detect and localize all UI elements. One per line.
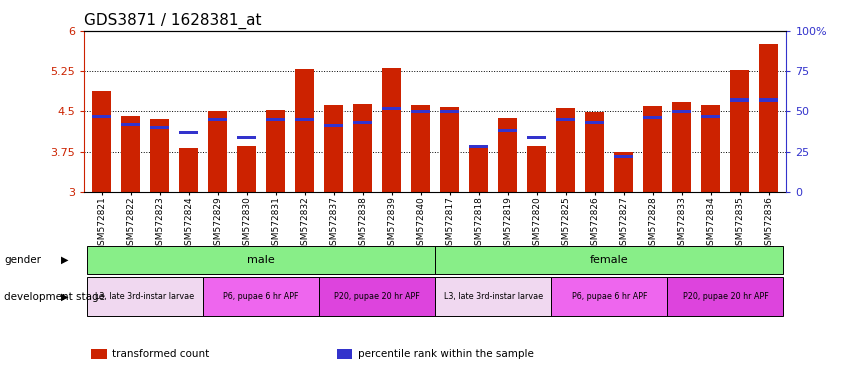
Text: P6, pupae 6 hr APF: P6, pupae 6 hr APF [572,292,647,301]
Bar [436,247,784,274]
Bar [585,113,604,192]
Bar [92,91,111,192]
Bar [150,119,169,192]
Bar [353,121,372,124]
Bar [615,152,633,192]
Text: L3, late 3rd-instar larvae: L3, late 3rd-instar larvae [444,292,542,301]
Bar [701,114,721,118]
Bar [499,118,517,192]
Bar [383,68,401,192]
Bar [87,277,203,316]
Bar [759,44,779,192]
Bar [209,111,227,192]
Bar [325,124,343,127]
Bar [527,136,546,139]
Bar [121,116,140,192]
Text: ▶: ▶ [61,255,68,265]
Bar [353,104,372,192]
Bar [121,122,140,126]
Bar [673,102,691,192]
Bar [615,155,633,158]
Bar [411,110,430,113]
Bar [179,148,198,192]
Bar [295,118,314,121]
Bar [557,118,575,121]
Bar [92,114,111,118]
Bar [383,106,401,110]
Bar [237,136,256,139]
Bar [469,145,488,149]
Bar [319,277,436,316]
Text: ▶: ▶ [61,291,68,302]
Text: transformed count: transformed count [112,349,209,359]
Bar [411,105,430,192]
Text: male: male [247,255,275,265]
Bar [668,277,784,316]
Bar [209,118,227,121]
Text: development stage: development stage [4,291,105,302]
Text: percentile rank within the sample: percentile rank within the sample [358,349,534,359]
Bar [295,70,314,192]
Bar [325,105,343,192]
Bar [701,105,721,192]
Bar [267,110,285,192]
Bar [527,146,546,192]
Bar [643,106,662,192]
Bar [179,131,198,134]
Bar [673,110,691,113]
Text: P20, pupae 20 hr APF: P20, pupae 20 hr APF [683,292,769,301]
Bar [436,277,552,316]
Bar [203,277,319,316]
Text: female: female [590,255,628,265]
Bar [267,118,285,121]
Bar [337,349,352,359]
Bar [237,146,256,192]
Bar [585,121,604,124]
Text: GDS3871 / 1628381_at: GDS3871 / 1628381_at [84,13,262,29]
Bar [441,110,459,113]
Text: gender: gender [4,255,41,265]
Bar [91,349,107,359]
Text: P6, pupae 6 hr APF: P6, pupae 6 hr APF [224,292,299,301]
Text: P20, pupae 20 hr APF: P20, pupae 20 hr APF [335,292,420,301]
Text: L3, late 3rd-instar larvae: L3, late 3rd-instar larvae [96,292,194,301]
Bar [731,70,749,192]
Bar [469,148,488,192]
Bar [150,126,169,129]
Bar [557,108,575,192]
Bar [731,98,749,102]
Bar [441,107,459,192]
Bar [643,116,662,119]
Bar [552,277,668,316]
Bar [499,129,517,132]
Bar [87,247,436,274]
Bar [759,98,779,102]
